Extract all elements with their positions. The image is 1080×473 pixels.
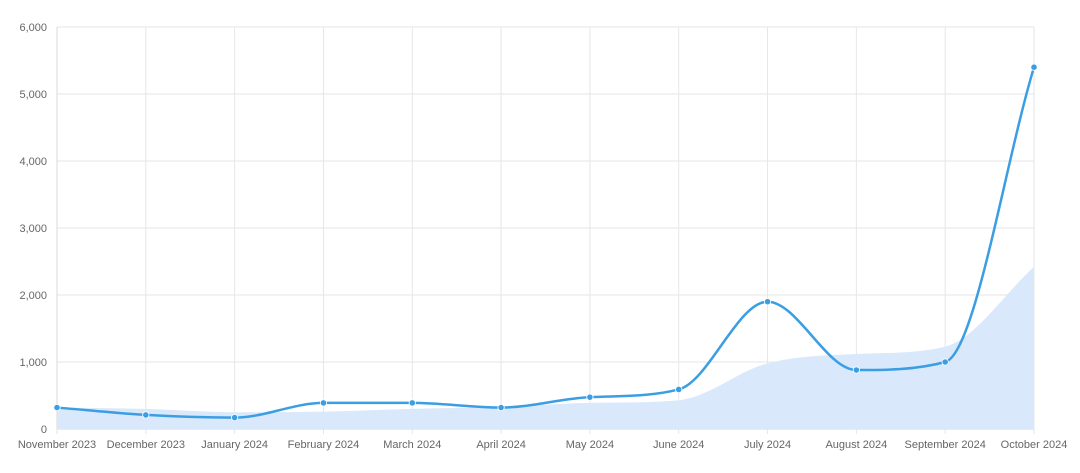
x-tick-label: October 2024	[1001, 439, 1068, 451]
x-tick-label: July 2024	[744, 439, 791, 451]
chart-grid	[56, 26, 1035, 434]
data-points-layer	[53, 63, 1038, 422]
x-tick-label: November 2023	[18, 439, 96, 451]
data-point[interactable]	[586, 393, 594, 401]
x-axis-labels: November 2023 December 2023 January 2024 Fe…	[18, 439, 1067, 451]
y-tick-label: 3,000	[19, 223, 47, 235]
x-tick-label: June 2024	[653, 439, 704, 451]
x-tick-label: August 2024	[825, 439, 887, 451]
x-tick-label: January 2024	[201, 439, 268, 451]
area-series	[57, 266, 1034, 429]
y-tick-label: 4,000	[19, 156, 47, 168]
data-point[interactable]	[53, 403, 61, 412]
x-tick-label: May 2024	[566, 439, 614, 451]
data-point[interactable]	[941, 358, 949, 366]
data-point[interactable]	[497, 403, 505, 412]
y-axis-labels: 0 1,000 2,000 3,000 4,000 5,000 6,000	[19, 22, 47, 436]
data-point[interactable]	[142, 411, 150, 419]
x-tick-label: February 2024	[288, 439, 360, 451]
y-tick-label: 0	[41, 424, 47, 436]
data-point[interactable]	[1030, 63, 1038, 71]
y-tick-label: 1,000	[19, 357, 47, 369]
y-tick-label: 6,000	[19, 22, 47, 34]
x-tick-label: March 2024	[383, 439, 441, 451]
y-tick-label: 5,000	[19, 89, 47, 101]
x-tick-label: April 2024	[476, 439, 526, 451]
data-point[interactable]	[231, 414, 239, 422]
data-point[interactable]	[408, 399, 416, 407]
y-tick-label: 2,000	[19, 290, 47, 302]
data-point[interactable]	[319, 399, 328, 407]
x-tick-label: December 2023	[107, 439, 185, 451]
data-point[interactable]	[675, 385, 683, 394]
area-series-layer	[57, 266, 1034, 429]
data-point[interactable]	[852, 366, 860, 374]
data-point[interactable]	[763, 298, 772, 306]
x-tick-label: September 2024	[905, 439, 986, 451]
